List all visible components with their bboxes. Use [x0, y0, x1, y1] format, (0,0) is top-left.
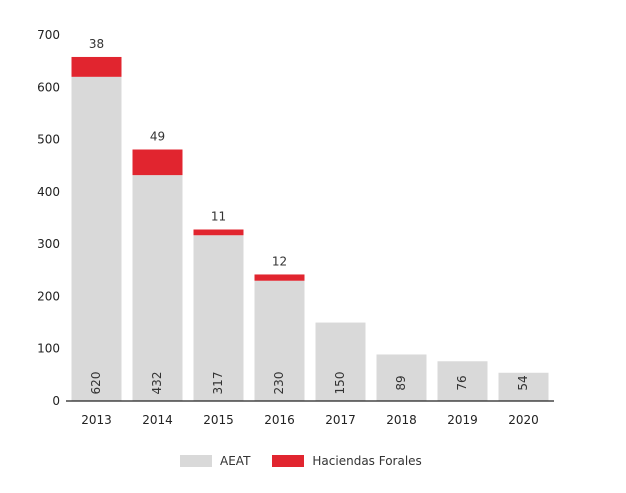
legend-label-haciendas-forales: Haciendas Forales — [312, 454, 422, 468]
y-tick-label: 700 — [37, 28, 60, 42]
bar-aeat-2015 — [193, 235, 244, 401]
bar-inner-label: 230 — [272, 372, 286, 395]
legend: AEAT Haciendas Forales — [180, 454, 422, 468]
bar-haciendas-forales-2014 — [132, 149, 183, 176]
y-tick-label: 400 — [37, 185, 60, 199]
x-tick-label: 2015 — [203, 413, 234, 427]
x-tick-label: 2020 — [508, 413, 539, 427]
bar-haciendas-forales-2016 — [254, 274, 305, 281]
bar-aeat-2013 — [71, 76, 122, 401]
legend-swatch-haciendas-forales — [272, 455, 305, 467]
bar-inner-label: 432 — [150, 372, 164, 395]
y-axis: 0 100 200 300 400 500 600 700 — [37, 28, 60, 408]
y-tick-label: 300 — [37, 237, 60, 251]
bar-haciendas-forales-2015 — [193, 229, 244, 236]
y-tick-label: 100 — [37, 342, 60, 356]
bar-top-label: 11 — [211, 210, 226, 224]
bar-aeat-2018 — [376, 354, 427, 401]
legend-swatch-aeat — [180, 455, 212, 467]
bar-top-label: 38 — [89, 37, 104, 51]
bar-inner-label: 317 — [211, 372, 225, 395]
x-tick-label: 2018 — [386, 413, 417, 427]
bar-inner-label: 54 — [516, 375, 530, 390]
bar-aeat-2020 — [498, 372, 549, 401]
bar-inner-label: 89 — [394, 375, 408, 390]
x-axis: 2013 2014 2015 2016 2017 2018 2019 2020 — [66, 400, 554, 427]
bars: 620 38 432 49 317 11 230 12 150 89 76 54 — [71, 37, 549, 401]
x-tick-label: 2016 — [264, 413, 295, 427]
x-tick-label: 2014 — [142, 413, 173, 427]
bar-haciendas-forales-2013 — [71, 56, 122, 77]
legend-label-aeat: AEAT — [220, 454, 251, 468]
bar-aeat-2014 — [132, 175, 183, 401]
bar-inner-label: 150 — [333, 372, 347, 395]
y-tick-label: 200 — [37, 289, 60, 303]
bar-aeat-2019 — [437, 361, 488, 401]
bar-aeat-2016 — [254, 280, 305, 401]
bar-aeat-2017 — [315, 322, 366, 401]
legend-item-haciendas-forales: Haciendas Forales — [272, 454, 422, 468]
y-tick-label: 0 — [52, 394, 60, 408]
y-tick-label: 600 — [37, 80, 60, 94]
x-tick-label: 2013 — [81, 413, 112, 427]
y-tick-label: 500 — [37, 133, 60, 147]
bar-top-label: 49 — [150, 130, 165, 144]
legend-item-aeat: AEAT — [180, 454, 250, 468]
x-tick-label: 2017 — [325, 413, 356, 427]
x-tick-label: 2019 — [447, 413, 478, 427]
bar-inner-label: 76 — [455, 375, 469, 390]
bar-top-label: 12 — [272, 254, 287, 268]
bar-inner-label: 620 — [89, 372, 103, 395]
